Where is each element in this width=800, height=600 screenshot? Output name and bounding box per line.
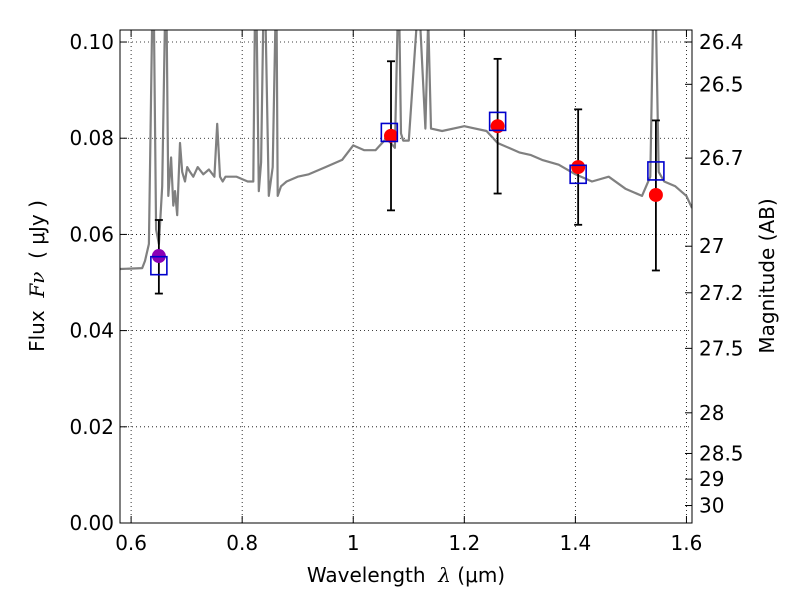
y-tick-label: 0.08 (69, 126, 114, 150)
y-axis-label: Flux Fν ( μJy ) (25, 200, 49, 352)
model-marker-layer (150, 111, 665, 276)
observed-point-marker (571, 160, 586, 175)
y-tick-label: 0.02 (69, 415, 114, 439)
model-square-marker (569, 164, 587, 185)
x-tick-label: 1.4 (559, 531, 591, 555)
spectrum-layer (120, 30, 692, 271)
y-tick-label: 0.10 (69, 30, 114, 54)
grid-lines (120, 30, 692, 524)
mag-tick-label: 27 (699, 234, 724, 258)
mag-tick-label: 26.4 (699, 30, 744, 54)
mag-tick-label: 28.5 (699, 441, 744, 465)
spectrum-line (120, 30, 692, 271)
x-tick-label: 1 (347, 531, 360, 555)
y-tick-label: 0.00 (69, 511, 114, 535)
model-square-marker (647, 161, 665, 181)
model-square-marker (488, 111, 507, 132)
mag-tick-label: 30 (699, 494, 724, 518)
observed-point-marker (648, 187, 663, 202)
right-axis-label: Magnitude (AB) (755, 198, 779, 353)
model-square-marker (380, 122, 399, 143)
x-tick-labels: 0.6 0.8 1 1.2 1.4 1.6 (115, 531, 702, 555)
mag-tick-label: 27.5 (699, 336, 744, 360)
x-tick-label: 0.8 (226, 531, 258, 555)
mag-tick-label: 26.5 (699, 72, 744, 96)
x-tick-label: 1.6 (671, 531, 703, 555)
mag-tick-label: 27.2 (699, 281, 744, 305)
model-square-marker (150, 255, 168, 276)
x-tick-label: 0.6 (115, 531, 147, 555)
y-tick-label: 0.04 (69, 319, 114, 343)
mag-tick-label: 29 (699, 467, 724, 491)
mag-tick-label: 28 (699, 401, 724, 425)
x-axis-label: Wavelength λ (μm) (307, 563, 505, 587)
observed-point-marker (384, 128, 399, 143)
plot-frame (119, 29, 693, 524)
x-tick-label: 1.2 (448, 531, 480, 555)
mag-tick-label: 26.7 (699, 146, 744, 170)
magnitude-tick-labels: 26.4 26.5 26.7 27 27.2 27.5 28 28.529 30 (699, 30, 744, 518)
y-tick-label: 0.06 (69, 222, 114, 246)
y-tick-labels: 0.00 0.02 0.04 0.06 0.08 0.10 (69, 30, 114, 535)
axis-ticks (120, 30, 692, 524)
